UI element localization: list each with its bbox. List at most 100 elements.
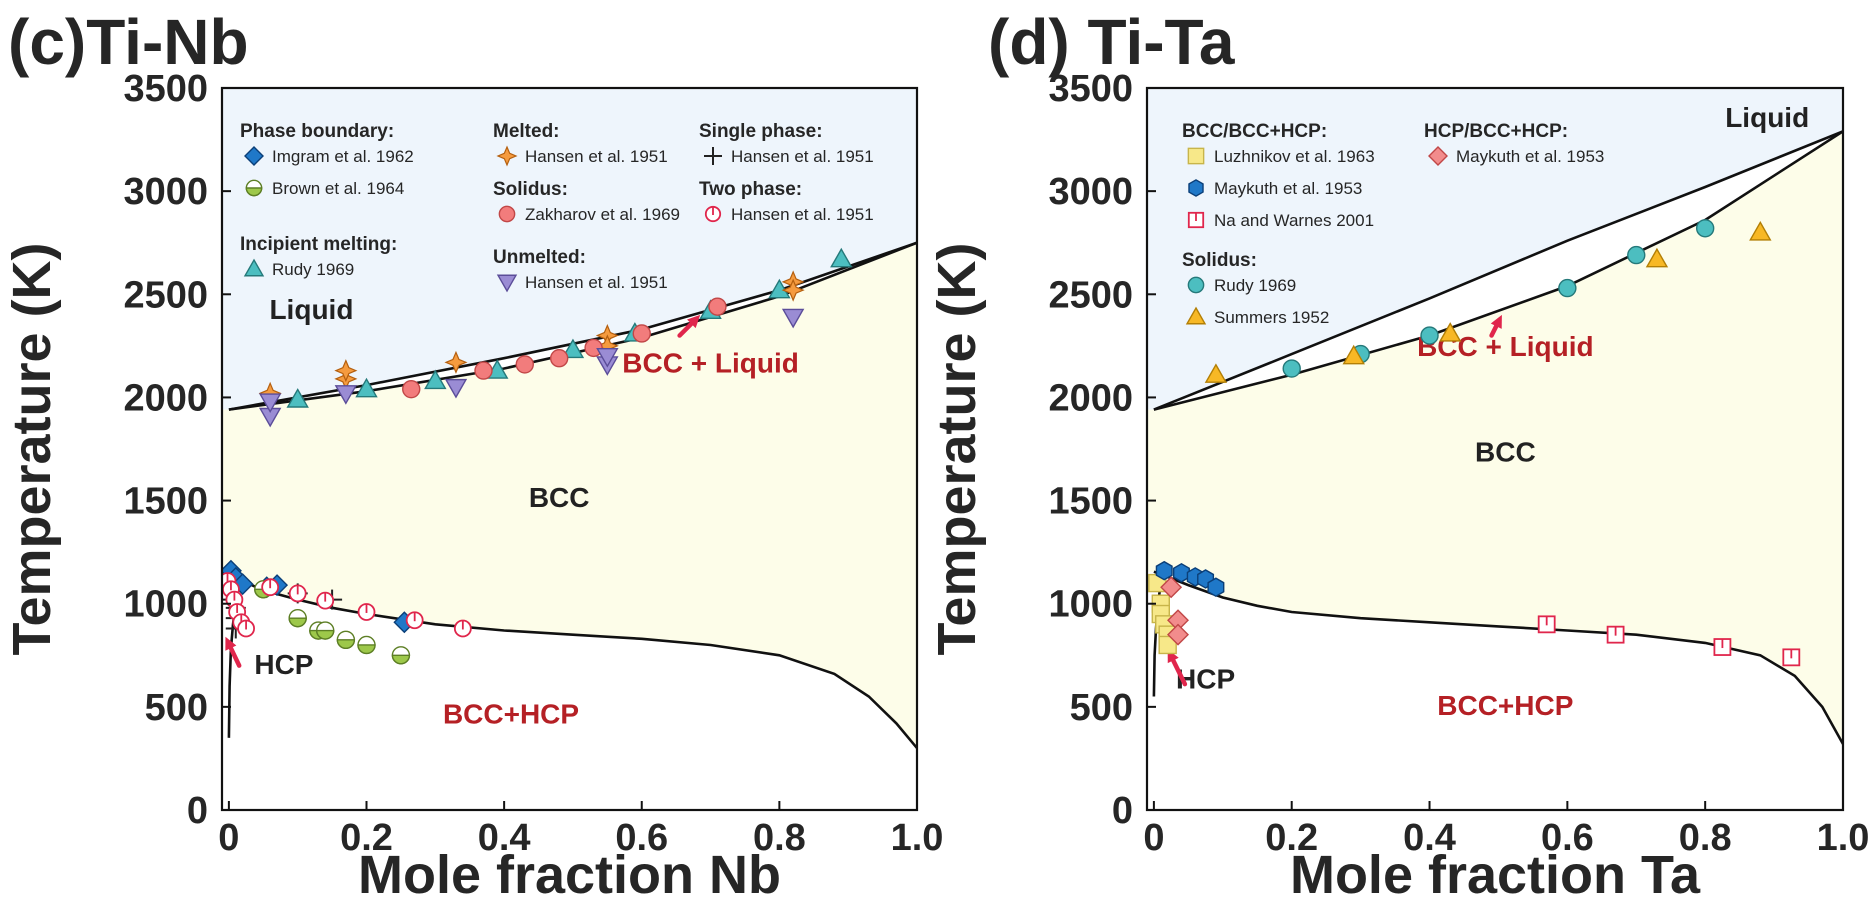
series-5 [258, 308, 805, 428]
data-point-fill [316, 629, 335, 640]
y-tick-label: 2500 [1048, 274, 1133, 316]
y-axis-label: Temperature (K) [2, 242, 62, 655]
data-point [453, 619, 472, 638]
phase-label-4: BCC+HCP [1437, 690, 1573, 721]
data-point [334, 359, 358, 383]
phase-label-3: HCP [1176, 663, 1235, 694]
data-point [1627, 245, 1646, 265]
phase-arrow-head [1490, 314, 1502, 329]
x-tick-label: 1.0 [891, 817, 944, 859]
legend-marker [1188, 179, 1204, 197]
legend-heading: HCP/BCC+HCP: [1424, 121, 1568, 142]
legend-heading: Incipient melting: [240, 234, 397, 255]
solidus-curve [1153, 130, 1843, 411]
legend-heading: Phase boundary: [240, 121, 394, 142]
phase-label-3: HCP [254, 649, 313, 680]
phase-arrow-1 [1489, 314, 1502, 338]
data-point [288, 584, 307, 603]
data-point [237, 619, 255, 638]
legend-marker [1428, 146, 1448, 166]
legend-marker [1187, 276, 1205, 294]
series-2 [1537, 615, 1801, 667]
y-tick-label: 1500 [123, 481, 208, 523]
legend-marker-fill [245, 187, 263, 197]
x-tick-label: 0.6 [615, 817, 668, 859]
legend-entry: Luzhnikov et al. 1963 [1187, 147, 1375, 166]
legend-entry: Hansen et al. 1951 [704, 205, 874, 224]
legend-marker [496, 274, 518, 293]
y-tick-label: 2000 [123, 377, 208, 419]
series-5 [1160, 576, 1189, 646]
y-tick-label: 3500 [123, 68, 208, 110]
data-point [515, 355, 534, 374]
legend-marker [496, 145, 518, 167]
data-point [1172, 562, 1190, 583]
x-tick-label: 0 [218, 817, 239, 859]
data-point-fill [357, 644, 376, 655]
legend-marker [498, 205, 516, 223]
legend-heading: Solidus: [1182, 250, 1257, 271]
legend-heading: Unmelted: [493, 247, 586, 268]
legend-entry: Rudy 1969 [1187, 276, 1296, 295]
y-tick-label: 3500 [1048, 68, 1133, 110]
data-point [1420, 326, 1439, 345]
x-tick-label: 0.8 [1679, 817, 1732, 859]
legend-entry: Summers 1952 [1185, 306, 1329, 327]
data-point [1782, 648, 1801, 667]
legend-entry-label: Rudy 1969 [272, 260, 354, 279]
legend-entry: Imgram et al. 1962 [244, 146, 414, 166]
y-tick-label: 500 [1070, 687, 1133, 729]
legend-marker [704, 147, 722, 165]
plot-frame [1145, 86, 1845, 812]
plot-area: Liquid BCC + Liquid BCC HCP BCC+HCP [222, 88, 917, 749]
phase-label-4: BCC+HCP [443, 698, 579, 729]
legend-entry-label: Maykuth et al. 1953 [1456, 147, 1604, 166]
legend-heading: Melted: [493, 121, 560, 142]
legend-entry: Hansen et al. 1951 [496, 145, 668, 167]
x-tick-label: 0 [1143, 817, 1164, 859]
y-tick-label: 1000 [1048, 584, 1133, 626]
data-point [288, 608, 307, 628]
data-point [1167, 623, 1189, 646]
legend-entry-label: Rudy 1969 [1214, 276, 1296, 295]
phase-label-1: BCC + Liquid [622, 348, 799, 379]
legend-entry: Hansen et al. 1951 [496, 273, 668, 293]
data-point [561, 338, 585, 359]
data-point [1537, 615, 1556, 634]
data-point [402, 379, 421, 399]
y-tick-label: 0 [187, 790, 208, 832]
data-point [1695, 219, 1715, 238]
legend-entry-label: Na and Warnes 2001 [1214, 211, 1374, 230]
data-point [286, 388, 309, 408]
phase-arrow-head [225, 636, 237, 651]
phase-arrow-0 [225, 636, 242, 668]
x-axis-label: Mole fraction Ta [1290, 845, 1701, 901]
data-point [549, 349, 569, 368]
data-point [444, 378, 468, 399]
data-point [708, 297, 727, 316]
phase-arrow-head [687, 314, 701, 329]
legend-entry: Zakharov et al. 1969 [498, 205, 680, 224]
data-point [444, 350, 468, 374]
y-axis-label: Temperature (K) [927, 242, 987, 655]
legend-entry-label: Maykuth et al. 1953 [1214, 179, 1362, 198]
data-point [316, 621, 335, 640]
legend: Phase boundary: Imgram et al. 1962 Brown e… [240, 121, 874, 293]
y-tick-label: 2000 [1048, 377, 1133, 419]
data-point [405, 611, 424, 630]
data-point-fill [336, 639, 356, 649]
legend-heading: Two phase: [699, 179, 802, 200]
bcc-region [1147, 131, 1843, 745]
data-point [357, 635, 376, 655]
legend-marker [1187, 211, 1205, 229]
panel-title: (c)Ti-Nb [8, 6, 249, 78]
legend-heading: BCC/BCC+HCP: [1182, 121, 1327, 142]
bcc-region [222, 242, 917, 749]
y-tick-label: 1000 [123, 584, 208, 626]
x-tick-label: 0.2 [1265, 817, 1318, 859]
liquid-region [222, 88, 917, 410]
x-tick-label: 0.4 [478, 817, 531, 859]
bcc-boundary-curve [228, 570, 917, 749]
x-tick-label: 1.0 [1817, 817, 1870, 859]
data-point [258, 393, 282, 413]
